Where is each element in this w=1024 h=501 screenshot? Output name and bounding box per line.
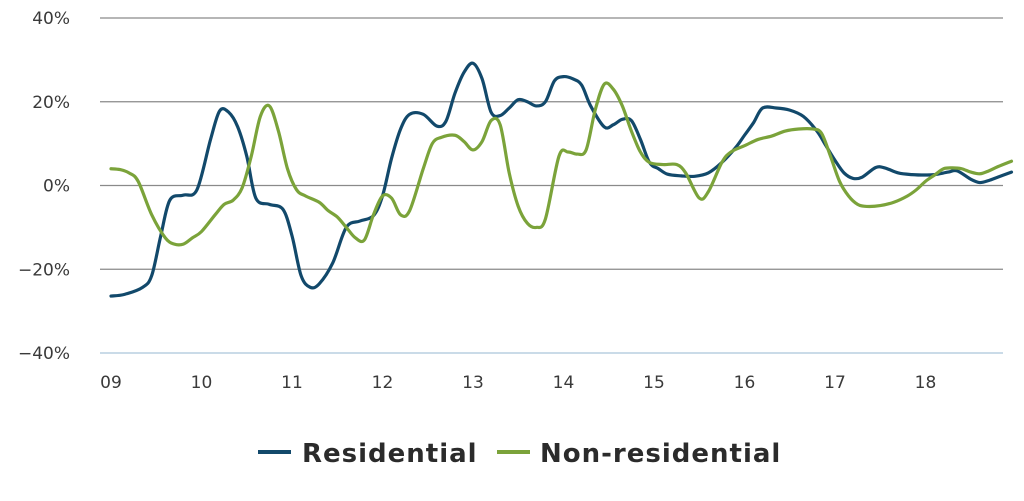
series-line-residential <box>109 61 1014 298</box>
y-axis-tick-labels: 40% 20% 0% −20% −40% <box>18 9 70 364</box>
series-line-non-residential <box>109 81 1014 247</box>
y-tick-label: 40% <box>32 9 70 29</box>
x-tick-label: 13 <box>462 373 484 393</box>
x-tick-label: 11 <box>281 373 303 393</box>
x-tick-label: 17 <box>824 373 846 393</box>
y-tick-label: −20% <box>18 260 70 280</box>
x-tick-label: 09 <box>100 373 122 393</box>
x-tick-label: 16 <box>734 373 756 393</box>
legend-label: Residential <box>302 439 478 469</box>
x-tick-label: 18 <box>915 373 937 393</box>
x-tick-label: 14 <box>553 373 575 393</box>
y-tick-label: 20% <box>32 93 70 113</box>
x-tick-label: 12 <box>372 373 394 393</box>
x-tick-label: 15 <box>643 373 665 393</box>
legend-item-residential: Residential <box>258 439 478 469</box>
y-tick-label: 0% <box>43 177 70 197</box>
x-axis-tick-labels: 09 10 11 12 13 14 15 16 17 18 <box>100 373 936 393</box>
x-tick-label: 10 <box>191 373 213 393</box>
legend-label: Non-residential <box>540 439 781 469</box>
series-lines <box>109 61 1014 298</box>
legend-item-non-residential: Non-residential <box>497 439 781 469</box>
y-tick-label: −40% <box>18 344 70 364</box>
legend: Residential Non-residential <box>258 439 781 469</box>
